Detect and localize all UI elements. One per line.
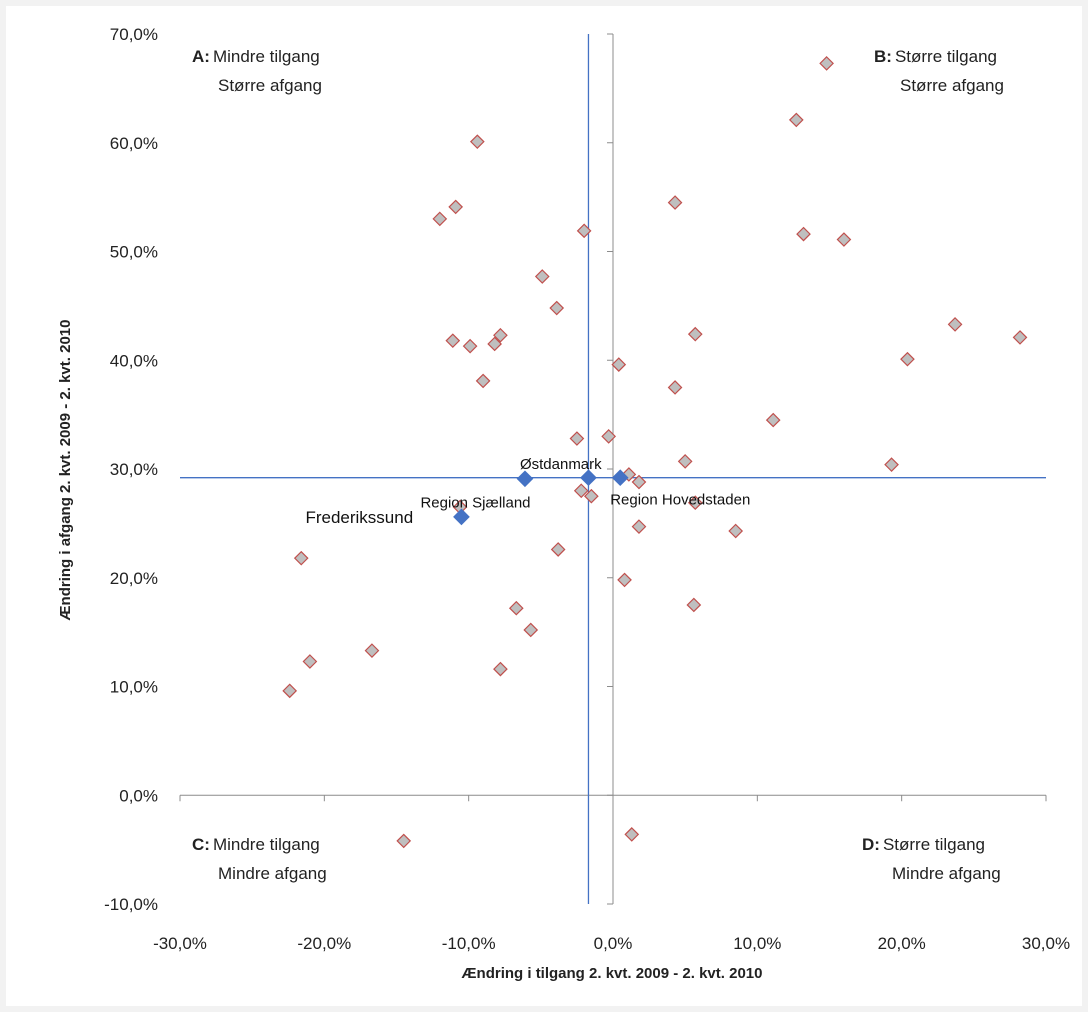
- quadrant-c-label: C: Mindre tilgang Mindre afgang: [192, 835, 327, 883]
- svg-text:Større afgang: Større afgang: [218, 76, 322, 95]
- data-point: [611, 357, 627, 372]
- data-point: [445, 333, 461, 349]
- quadrant-b-label: B: Større tilgang Større afgang: [874, 47, 1004, 95]
- data-points: [282, 56, 1028, 849]
- data-point: [432, 211, 448, 227]
- data-point: [765, 412, 781, 428]
- data-point: [687, 495, 703, 511]
- svg-text:D:Større tilgang: D: Større tilgang: [862, 835, 985, 854]
- data-point: [534, 269, 550, 284]
- x-tick-label: -10,0%: [442, 934, 496, 953]
- data-point: [302, 654, 318, 669]
- highlight-point: [580, 469, 597, 487]
- data-point: [900, 351, 915, 367]
- data-point: [523, 622, 539, 638]
- data-point: [631, 474, 647, 490]
- data-point: [493, 661, 508, 677]
- svg-text:B:Større tilgang: B: Større tilgang: [874, 47, 997, 66]
- quadrant-a-label: A: Mindre tilgang Større afgang: [192, 47, 322, 95]
- data-point: [728, 523, 744, 539]
- x-tick-label: -20,0%: [297, 934, 351, 953]
- quadrant-d-label: D: Større tilgang Mindre afgang: [862, 835, 1001, 883]
- data-point: [469, 134, 485, 150]
- data-point: [687, 326, 703, 342]
- data-point: [884, 457, 899, 472]
- svg-text:Større afgang: Større afgang: [900, 76, 1004, 95]
- y-tick-label: 30,0%: [110, 460, 158, 479]
- data-point: [584, 488, 599, 504]
- x-tick-label: 10,0%: [733, 934, 781, 953]
- data-point: [836, 232, 852, 247]
- y-tick-label: 70,0%: [110, 25, 158, 44]
- data-point: [550, 542, 566, 557]
- data-point: [462, 338, 478, 354]
- data-point: [631, 519, 647, 534]
- data-point: [617, 572, 632, 588]
- highlight-point: [516, 470, 534, 488]
- data-point: [624, 827, 640, 842]
- y-tick-label: 60,0%: [110, 134, 158, 153]
- svg-text:Mindre afgang: Mindre afgang: [218, 864, 327, 883]
- data-point: [573, 483, 589, 499]
- y-axis-title: Ændring i afgang 2. kvt. 2009 - 2. kvt. …: [57, 320, 74, 621]
- axes-layer: [179, 33, 1047, 905]
- data-point: [493, 327, 508, 343]
- data-point: [686, 597, 702, 613]
- tick-labels: -30,0% -20,0% -10,0% 0,0% 10,0% 20,0% 30,0% 70,…: [104, 25, 1070, 953]
- data-point: [396, 833, 412, 849]
- data-point: [677, 454, 693, 469]
- y-tick-label: 10,0%: [110, 678, 158, 697]
- y-tick-label: 50,0%: [110, 243, 158, 262]
- data-point: [293, 550, 309, 566]
- data-point: [788, 112, 804, 128]
- point-labels: Østdanmark Region Sjælland Region Hovedsta…: [305, 456, 750, 527]
- point-label: Region Hovedstaden: [610, 492, 750, 509]
- data-point: [947, 317, 963, 332]
- point-label: Frederikssund: [305, 508, 413, 527]
- x-axis-title: Ændring i tilgang 2. kvt. 2009 - 2. kvt.…: [462, 965, 763, 982]
- highlight-point: [611, 469, 629, 487]
- data-point: [621, 467, 637, 482]
- data-point: [475, 373, 491, 389]
- data-point: [667, 195, 683, 210]
- y-tick-label: -10,0%: [104, 895, 158, 914]
- data-point: [569, 431, 585, 446]
- chart-panel: [6, 6, 1082, 1006]
- svg-text:A:Mindre tilgang: A: Mindre tilgang: [192, 47, 320, 66]
- data-point: [667, 380, 683, 395]
- data-point: [576, 223, 592, 239]
- data-point: [448, 199, 464, 215]
- data-point: [364, 643, 380, 658]
- data-point: [508, 600, 524, 616]
- x-tick-label: 0,0%: [594, 934, 633, 953]
- x-tick-label: 30,0%: [1022, 934, 1070, 953]
- x-tick-label: 20,0%: [878, 934, 926, 953]
- highlight-point: [453, 508, 470, 526]
- point-label: Region Sjælland: [420, 495, 530, 512]
- svg-text:Mindre afgang: Mindre afgang: [892, 864, 1001, 883]
- x-tick-label: -30,0%: [153, 934, 207, 953]
- data-point: [1012, 330, 1028, 345]
- data-point: [796, 226, 811, 242]
- data-point: [282, 683, 298, 699]
- y-tick-label: 0,0%: [119, 786, 158, 805]
- y-tick-label: 20,0%: [110, 569, 158, 588]
- point-label: Østdanmark: [520, 456, 602, 473]
- data-point: [487, 336, 502, 352]
- data-point: [601, 429, 617, 444]
- data-point: [819, 56, 834, 71]
- data-point: [549, 300, 565, 316]
- y-tick-label: 40,0%: [110, 351, 158, 370]
- svg-text:C:Mindre tilgang: C: Mindre tilgang: [192, 835, 320, 854]
